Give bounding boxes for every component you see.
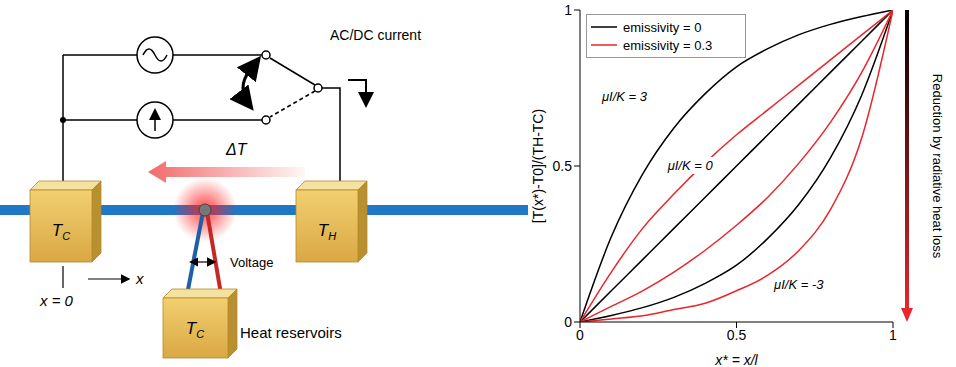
html-text:emissivity = 0: emissivity = 0: [623, 19, 702, 35]
svg-text:1: 1: [889, 327, 897, 343]
svg-text:TC: TC: [186, 319, 205, 340]
html-text:emissivity = 0.3: emissivity = 0.3: [623, 37, 713, 53]
svg-text:[T(x*)-T0]/(TH-TC): [T(x*)-T0]/(TH-TC): [530, 109, 546, 223]
svg-text:μI/K = -3: μI/K = -3: [773, 277, 824, 292]
svg-text:TC: TC: [52, 221, 71, 242]
svg-text:x* = x/l: x* = x/l: [714, 352, 758, 367]
svg-text:x: x: [135, 270, 144, 287]
svg-text:Voltage: Voltage: [230, 255, 273, 270]
svg-text:0: 0: [576, 327, 584, 343]
svg-text:x = 0: x = 0: [39, 292, 74, 309]
svg-text:μI/K = 3: μI/K = 3: [601, 89, 648, 104]
svg-text:Reduction by radiative heat lo: Reduction by radiative heat loss: [930, 74, 945, 259]
svg-text:ΔT: ΔT: [225, 141, 248, 158]
svg-text:0.5: 0.5: [727, 327, 747, 343]
svg-text:Heat reservoirs: Heat reservoirs: [240, 324, 342, 341]
svg-text:TH: TH: [318, 221, 336, 242]
svg-text:μI/K = 0: μI/K = 0: [667, 158, 714, 173]
svg-text:AC/DC current: AC/DC current: [330, 27, 421, 43]
svg-text:1: 1: [564, 2, 572, 18]
svg-text:0: 0: [564, 314, 572, 330]
svg-text:0.5: 0.5: [553, 158, 573, 174]
